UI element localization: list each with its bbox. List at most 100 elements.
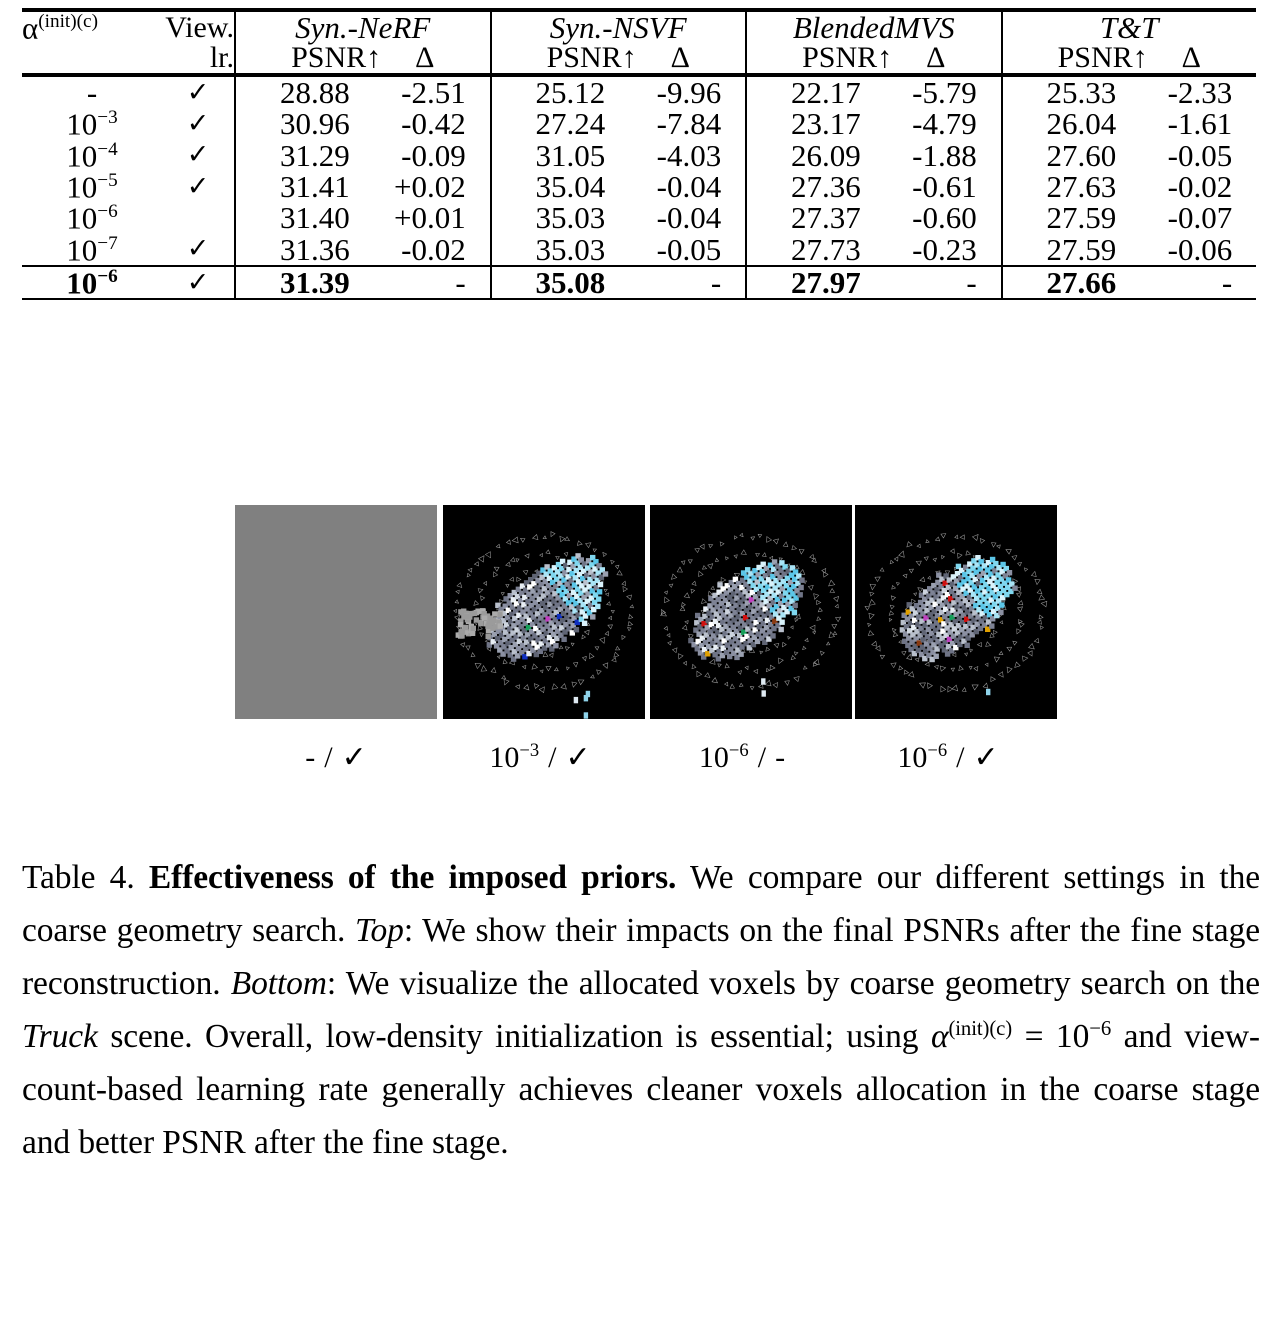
cell-syn-nsvf: 27.24 -7.84 [489, 106, 746, 142]
cell-tnt: 27.59 -0.06 [1000, 233, 1256, 266]
psnr-value: 35.03 [535, 231, 606, 267]
caption-text-2: : We show their impacts on the final PSN… [22, 911, 1260, 1002]
cell-view-lr: ✓ [162, 264, 235, 300]
cell-syn-nsvf: 35.03 -0.05 [489, 231, 746, 267]
table-row: 10−6 ✓ 31.39 - 35.08 - 27.97 - 27.66 - [22, 264, 1256, 301]
psnr-value: 27.24 [535, 106, 606, 142]
header-group-syn-nsvf: Syn.-NSVF [489, 11, 746, 44]
delta-value: -0.61 [912, 169, 977, 205]
cell-alpha-init: 10−4 [66, 137, 118, 173]
delta-value: -0.09 [401, 137, 466, 173]
cell-syn-nsvf: 35.08 - [489, 264, 746, 301]
cell-syn-nerf: 31.36 -0.02 [234, 231, 491, 267]
psnr-value: 35.08 [535, 265, 606, 301]
psnr-value: 27.66 [1046, 265, 1117, 301]
results-table: α(init)(c) View. Syn.-NeRF Syn.-NSVF Ble… [22, 8, 1256, 302]
header-delta-tnt: Δ [1181, 41, 1201, 75]
caption-bold-title: Effectiveness of the imposed priors. [148, 859, 677, 896]
voxel-panel-2 [650, 505, 852, 719]
header-sub-blendedmvs: PSNR↑ Δ [745, 43, 1002, 75]
caption-text-4: scene. Overall, low-density initializati… [97, 1017, 931, 1055]
delta-value: -0.05 [1167, 137, 1233, 173]
voxel-visualization-3 [855, 505, 1057, 719]
delta-value: -1.61 [1167, 106, 1233, 142]
check-icon: ✓ [186, 233, 210, 264]
psnr-value: 25.33 [1046, 75, 1117, 111]
psnr-value: 22.17 [791, 75, 861, 111]
header-sub-syn-nsvf: PSNR↑ Δ [489, 41, 746, 75]
psnr-value: 27.60 [1046, 137, 1117, 173]
cell-blendedmvs: 27.97 - [745, 264, 1002, 301]
caption-label: Table 4. [22, 859, 135, 896]
header-sub-syn-nerf: PSNR↑ Δ [234, 41, 491, 75]
voxel-panel-0 [235, 505, 437, 719]
delta-value: -0.60 [912, 200, 977, 236]
psnr-value: 27.73 [791, 231, 861, 267]
header-view-line1: View. [165, 10, 234, 44]
caption-italic-truck: Truck [22, 1017, 98, 1055]
delta-value: - [1221, 265, 1233, 301]
header-alpha-spacer [22, 43, 162, 75]
cell-syn-nsvf: 35.04 -0.04 [489, 169, 746, 205]
header-group-blendedmvs: BlendedMVS [745, 11, 1002, 44]
psnr-value: 27.36 [791, 169, 861, 205]
header-psnr-syn-nsvf: PSNR↑ [546, 41, 637, 75]
cell-alpha-init: 10−6 [66, 200, 118, 236]
cell-blendedmvs: 27.73 -0.23 [745, 231, 1002, 267]
delta-value: -9.96 [656, 75, 722, 111]
psnr-value: 31.40 [280, 200, 350, 236]
cell-blendedmvs: 22.17 -5.79 [745, 75, 1002, 111]
delta-value: - [710, 265, 722, 301]
delta-value: -0.05 [656, 231, 722, 267]
cell-blendedmvs: 26.09 -1.88 [745, 137, 1002, 173]
psnr-value: 31.41 [280, 169, 350, 205]
delta-value: -7.84 [656, 106, 722, 142]
psnr-value: 27.37 [791, 200, 861, 236]
caption-math-alpha-sup: (init)(c) [948, 1016, 1013, 1040]
results-table-container: α(init)(c) View. Syn.-NeRF Syn.-NSVF Ble… [22, 8, 1256, 302]
delta-value: +0.02 [394, 169, 466, 205]
delta-value: +0.01 [394, 200, 466, 236]
gray-placeholder-image [235, 505, 437, 719]
cell-view-lr [162, 202, 235, 233]
cell-tnt: 25.33 -2.33 [1000, 75, 1256, 111]
voxel-figure-labels: - / ✓ 10−3/✓ 10−6/- 10−6/✓ [0, 740, 1278, 798]
header-bottom-rule-row [22, 73, 1256, 78]
table-row: 10−5 ✓ 31.41 +0.02 35.04 -0.04 27.36 -0.61 27.63… [22, 171, 1256, 202]
header-sub-tnt: PSNR↑ Δ [1000, 41, 1256, 75]
cell-alpha-init: 10−6 [22, 264, 162, 300]
delta-value: -4.03 [656, 137, 722, 173]
header-delta-syn-nsvf: Δ [670, 41, 690, 75]
delta-value: -1.88 [912, 137, 977, 173]
delta-value: - [455, 265, 466, 301]
delta-value: -0.04 [656, 169, 722, 205]
cell-view-lr: ✓ [162, 108, 235, 139]
voxel-visualization-2 [650, 505, 852, 719]
caption-math-alpha: α [930, 1017, 949, 1055]
psnr-value: 30.96 [280, 106, 350, 142]
cell-syn-nsvf: 31.05 -4.03 [489, 137, 746, 173]
cell-blendedmvs: 27.37 -0.60 [745, 200, 1002, 236]
caption-text-5: and view-count-based learning rate gener… [22, 1017, 1260, 1161]
cell-alpha-init: 10−7 [66, 231, 118, 267]
header-view-line2: lr. [209, 41, 234, 75]
voxel-panel-label: 10−3/✓ [489, 740, 591, 774]
cell-alpha-init: - [86, 75, 98, 111]
check-icon: ✓ [186, 139, 210, 170]
cell-view-lr: ✓ [162, 140, 235, 171]
voxel-panel-3 [855, 505, 1057, 719]
cell-tnt: 26.04 -1.61 [1000, 106, 1256, 142]
voxel-figure-strip [0, 500, 1278, 726]
psnr-value: 35.03 [535, 200, 606, 236]
psnr-value: 25.12 [535, 75, 606, 111]
delta-value: -0.07 [1167, 200, 1233, 236]
delta-value: -0.02 [1167, 169, 1233, 205]
cell-tnt: 27.63 -0.02 [1000, 169, 1256, 205]
caption-math-equals: = 10 [1012, 1017, 1090, 1055]
delta-value: -0.02 [401, 231, 466, 267]
voxel-panel-label: - / ✓ [305, 741, 367, 774]
header-delta-syn-nerf: Δ [415, 41, 435, 75]
psnr-value: 27.63 [1046, 169, 1117, 205]
psnr-value: 27.97 [791, 265, 861, 301]
cell-syn-nerf: 31.39 - [234, 264, 491, 301]
